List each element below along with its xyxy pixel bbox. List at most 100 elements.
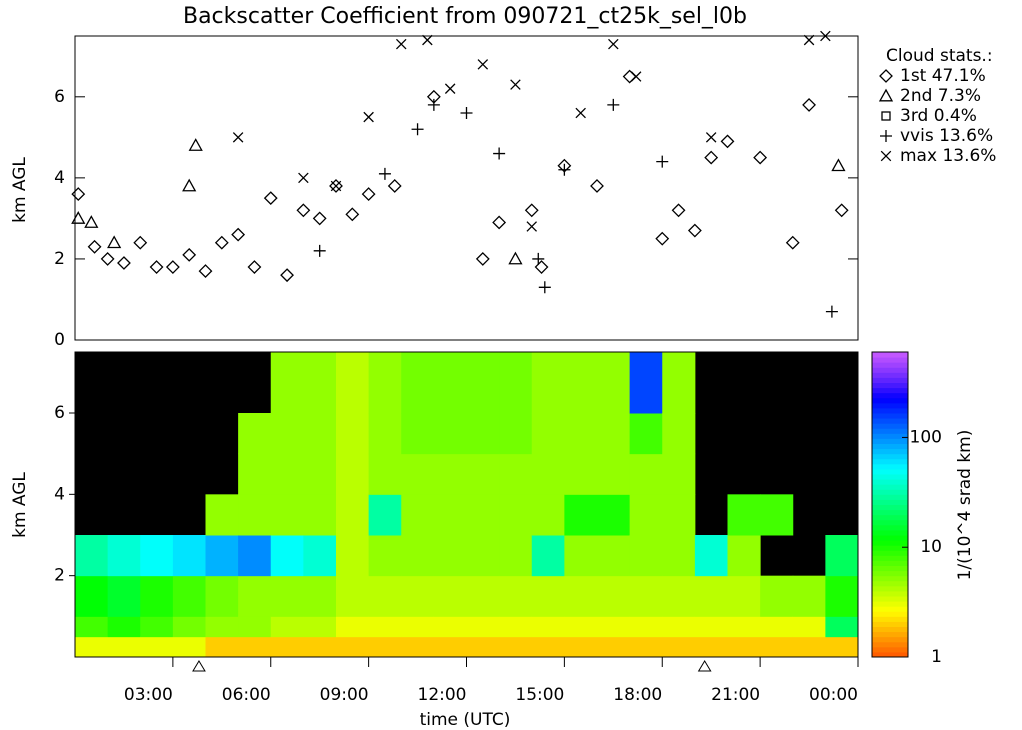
x-tick-label: 21:00	[711, 685, 760, 705]
point	[608, 38, 619, 50]
point	[492, 215, 507, 230]
cell	[368, 494, 402, 536]
cell	[564, 453, 598, 495]
cell	[433, 453, 467, 495]
point	[182, 247, 197, 262]
colorbar-segment	[872, 463, 908, 470]
colorbar-segment	[872, 352, 908, 358]
legend-label: 2nd 7.3%	[900, 86, 981, 106]
cell	[368, 616, 402, 638]
cell	[760, 636, 794, 658]
point	[395, 38, 407, 50]
colorbar-segment	[872, 641, 908, 648]
legend-symbol	[878, 88, 894, 102]
cell	[270, 413, 304, 455]
cell	[205, 494, 239, 536]
cell	[531, 352, 565, 414]
point	[313, 244, 326, 257]
colorbar-segment	[872, 585, 908, 592]
point	[361, 187, 376, 201]
cell	[401, 352, 435, 414]
cell	[270, 636, 304, 658]
colorbar-frame	[871, 351, 909, 658]
cell	[336, 453, 370, 495]
cell	[825, 575, 859, 617]
cell	[499, 575, 533, 617]
point	[558, 163, 571, 176]
legend-item: 3rd 0.4%	[881, 106, 977, 126]
colorbar-segment	[872, 474, 908, 480]
point	[510, 79, 521, 90]
legend-item: max 13.6%	[880, 146, 996, 166]
legend-label: max 13.6%	[900, 146, 996, 166]
colorbar-segment	[872, 514, 908, 521]
cell	[336, 616, 370, 638]
legend-label: 1st 47.1%	[900, 66, 986, 86]
cell	[368, 535, 402, 577]
colorbar-segment	[872, 555, 908, 561]
cell	[727, 494, 761, 536]
y-tick-label: 2	[54, 566, 65, 586]
cell	[499, 636, 533, 658]
cell	[499, 494, 533, 536]
cell	[270, 535, 304, 577]
point	[785, 235, 800, 250]
cell	[172, 575, 206, 617]
cell	[825, 535, 859, 577]
cell	[303, 453, 337, 495]
cell	[401, 575, 435, 617]
colorbar-segment	[872, 621, 908, 627]
cell	[336, 575, 370, 617]
cell	[597, 453, 631, 495]
cell	[662, 453, 696, 495]
point	[704, 150, 719, 165]
cell	[336, 352, 370, 414]
colorbar-segment	[872, 407, 908, 414]
x-tick-label: 18:00	[613, 685, 662, 705]
cell	[140, 616, 174, 638]
legend-label: 3rd 0.4%	[900, 106, 977, 126]
colorbar-segment	[872, 524, 908, 531]
colorbar-segment	[872, 448, 908, 455]
cell	[238, 535, 272, 577]
cell	[629, 413, 663, 455]
cell	[401, 636, 435, 658]
point	[575, 107, 586, 119]
cell	[107, 535, 141, 577]
colorbar-segment	[872, 402, 908, 409]
cell	[368, 352, 402, 414]
event-marker	[192, 660, 206, 672]
cell	[368, 636, 402, 658]
cell	[303, 494, 337, 536]
x-tick-label: 03:00	[124, 685, 173, 705]
colorbar-segment	[872, 509, 908, 516]
point	[508, 251, 523, 265]
cell	[107, 636, 141, 658]
cell	[694, 636, 728, 658]
colorbar-segment	[872, 550, 908, 556]
cell	[597, 575, 631, 617]
colorbar-segment	[872, 367, 908, 373]
cell	[499, 453, 533, 495]
point	[387, 179, 402, 193]
point	[149, 260, 164, 274]
cell	[107, 616, 141, 638]
point	[296, 203, 311, 218]
point	[107, 235, 122, 249]
cell	[727, 616, 761, 638]
cell	[629, 494, 663, 536]
cell	[368, 413, 402, 455]
cell	[694, 535, 728, 577]
cell	[75, 575, 109, 617]
point	[87, 239, 102, 254]
colorbar-segment	[872, 580, 908, 587]
cell	[433, 494, 467, 536]
colorbar-segment	[872, 433, 908, 439]
legend-label: vvis 13.6%	[900, 126, 993, 146]
colorbar-segment	[872, 453, 908, 460]
cell	[597, 352, 631, 414]
cell	[499, 352, 533, 414]
point	[378, 167, 391, 180]
cell	[140, 575, 174, 617]
colorbar-segment	[872, 529, 908, 536]
